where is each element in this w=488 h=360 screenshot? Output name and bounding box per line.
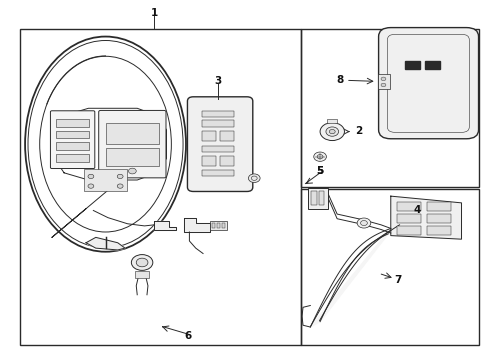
Bar [135,271,149,278]
Bar [202,131,215,140]
Circle shape [88,174,94,179]
Bar [212,224,215,228]
Circle shape [128,168,136,174]
Bar [56,154,89,162]
Bar [396,226,420,234]
Text: 6: 6 [184,331,192,341]
Circle shape [131,255,153,270]
Text: 5: 5 [316,166,323,176]
Bar [426,202,450,211]
Circle shape [117,174,123,179]
FancyBboxPatch shape [50,111,95,168]
Bar [396,202,420,211]
Bar [327,119,336,123]
Circle shape [317,154,323,159]
Bar [105,148,159,166]
Bar [222,224,224,228]
Circle shape [248,174,260,183]
Circle shape [325,127,338,136]
Circle shape [360,221,366,226]
Bar [202,156,215,166]
Bar [377,74,389,89]
Bar [202,170,233,176]
Circle shape [356,218,370,228]
Polygon shape [154,221,176,230]
Circle shape [380,83,385,87]
Bar [307,188,328,209]
Bar [426,214,450,223]
Polygon shape [405,61,419,69]
Bar [20,30,300,345]
Circle shape [320,123,344,140]
Bar [202,121,233,127]
Bar [56,131,89,138]
Text: 3: 3 [214,76,221,86]
Circle shape [313,152,326,161]
Bar [220,131,233,140]
Bar [310,192,316,205]
Bar [202,145,233,152]
Circle shape [117,184,123,188]
Bar [300,30,478,187]
FancyBboxPatch shape [187,97,252,192]
Bar [56,119,89,127]
Text: 2: 2 [355,126,362,136]
Bar [202,111,233,117]
Bar [220,156,233,166]
Circle shape [380,77,385,81]
Bar [318,192,324,205]
Bar [426,226,450,234]
Bar [105,123,159,144]
Polygon shape [310,228,390,327]
Bar [83,169,127,191]
Polygon shape [425,61,439,69]
Circle shape [88,184,94,188]
Text: 8: 8 [335,75,343,85]
Bar [210,221,227,230]
Polygon shape [390,196,461,239]
Text: 1: 1 [150,8,158,18]
Text: 7: 7 [394,275,401,285]
FancyBboxPatch shape [99,111,165,178]
Text: 4: 4 [413,206,421,216]
Circle shape [136,258,148,267]
Bar [217,224,220,228]
Text: 5: 5 [316,166,323,176]
Bar [56,142,89,150]
Bar [396,214,420,223]
Polygon shape [86,237,125,250]
FancyBboxPatch shape [378,28,478,139]
Circle shape [329,130,334,134]
Bar [300,189,478,345]
Polygon shape [183,218,210,232]
